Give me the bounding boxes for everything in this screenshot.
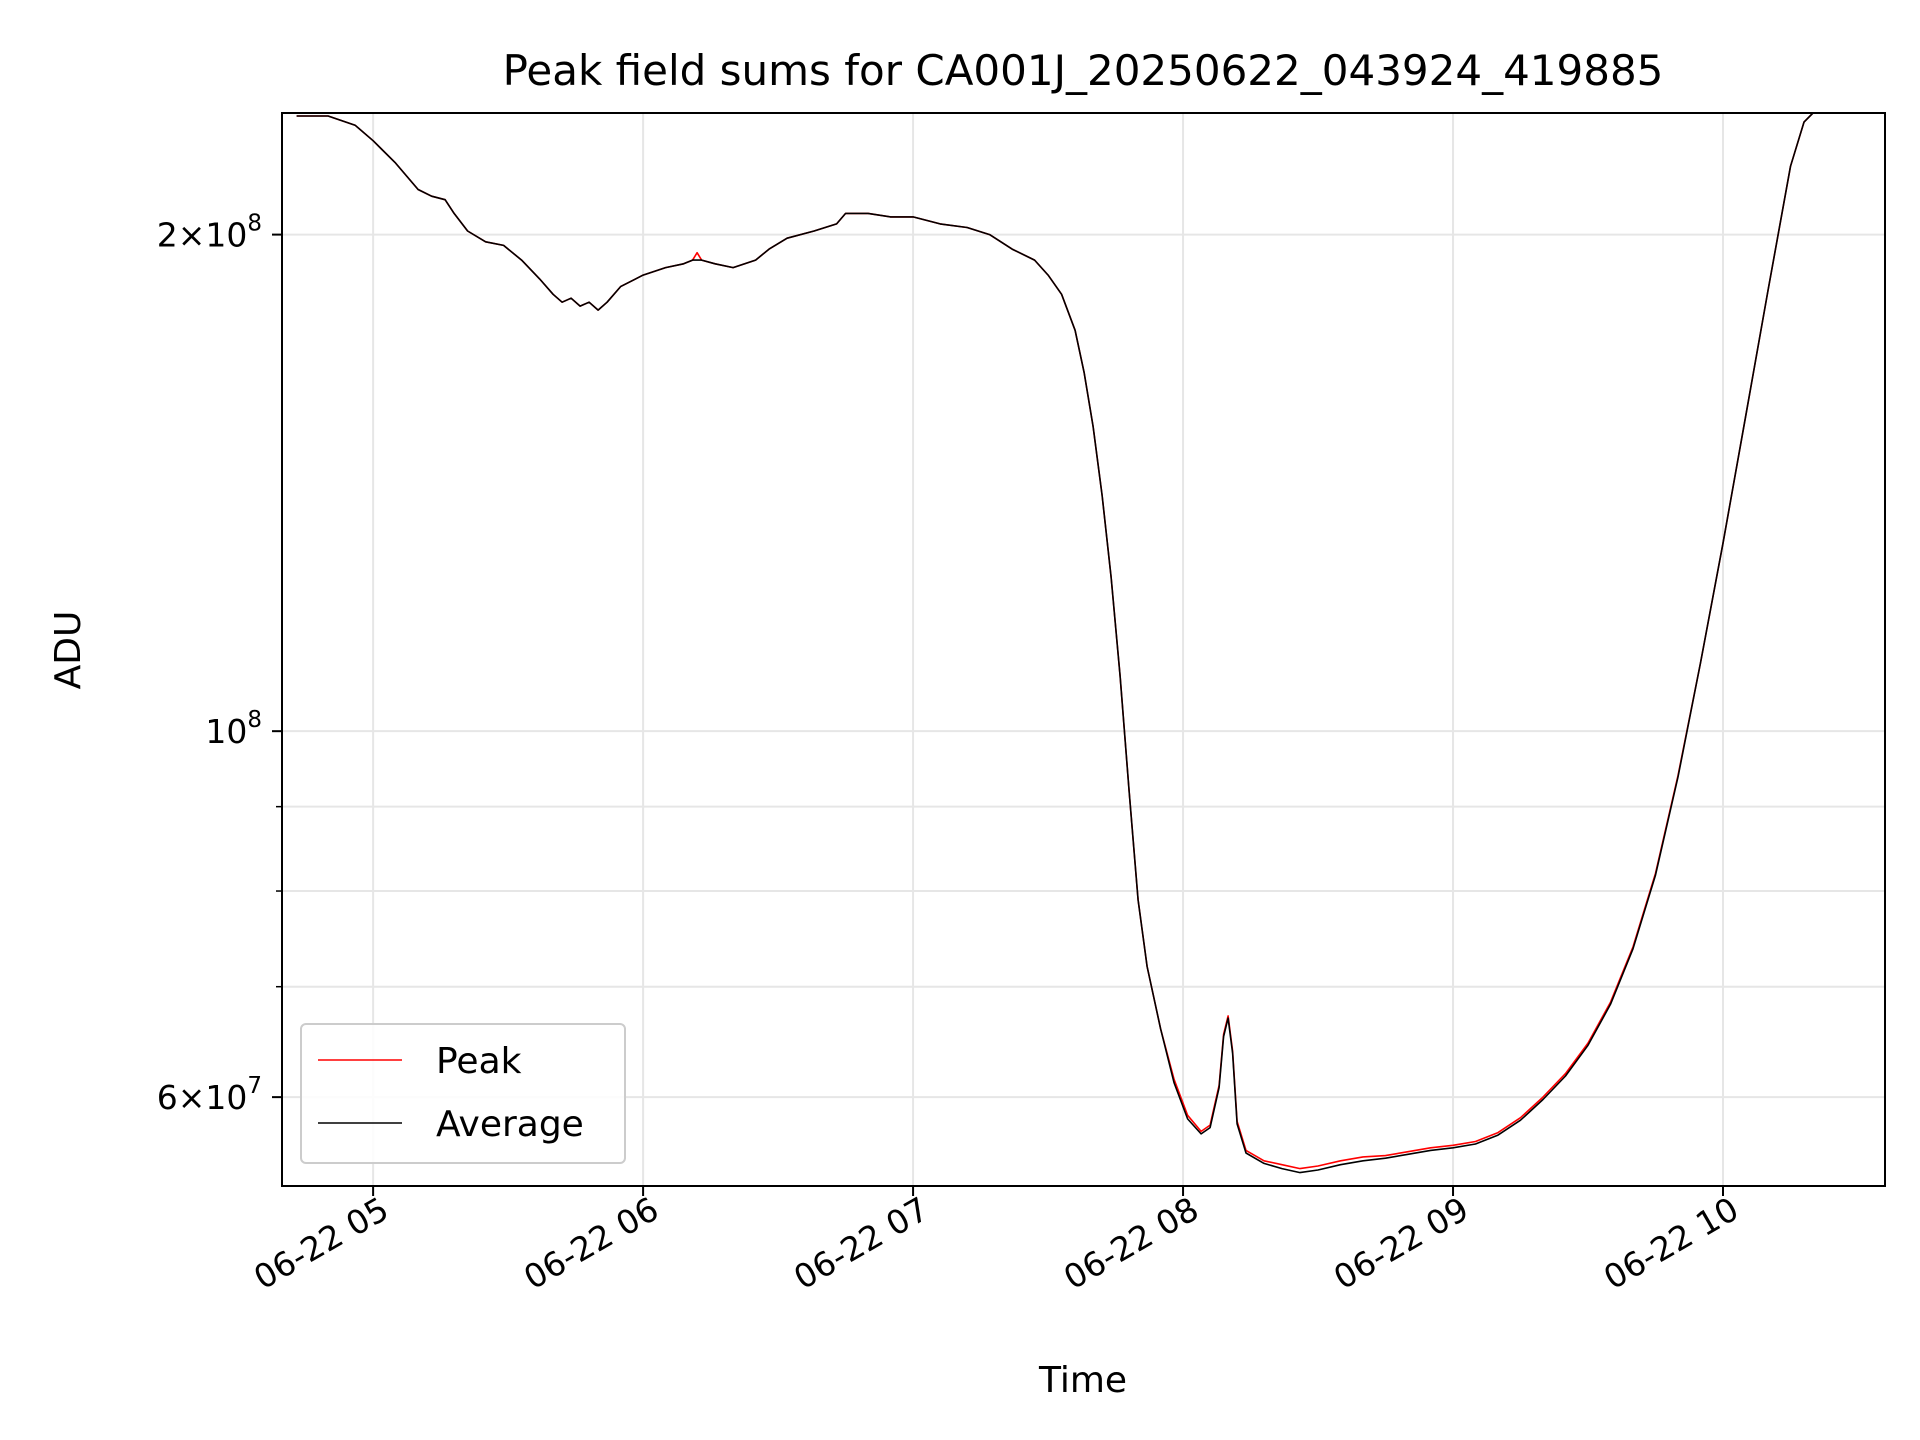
chart-title: Peak field sums for CA001J_20250622_0439…	[503, 46, 1664, 95]
y-tick-exponent: 8	[247, 211, 262, 237]
series-line-average	[296, 112, 1814, 1174]
y-tick-base: 6×10	[157, 1078, 248, 1117]
plot-frame	[281, 112, 1886, 1187]
y-tick-label: 6×107	[157, 1073, 262, 1117]
y-tick-exponent: 8	[247, 707, 262, 733]
legend-average-label: Average	[436, 1104, 584, 1145]
legend-peak-label: Peak	[436, 1041, 522, 1082]
y-axis-label: ADU	[48, 611, 89, 690]
x-axis-label: Time	[1038, 1360, 1127, 1401]
legend-box	[300, 1023, 626, 1164]
y-tick-label: 108	[205, 707, 262, 751]
y-tick-base: 2×10	[157, 216, 248, 255]
y-tick-exponent: 7	[247, 1073, 262, 1099]
legend: Peak Average	[300, 1023, 626, 1164]
y-tick-label: 2×108	[157, 211, 262, 255]
series-group	[296, 112, 1814, 1174]
y-tick-base: 10	[205, 712, 247, 751]
